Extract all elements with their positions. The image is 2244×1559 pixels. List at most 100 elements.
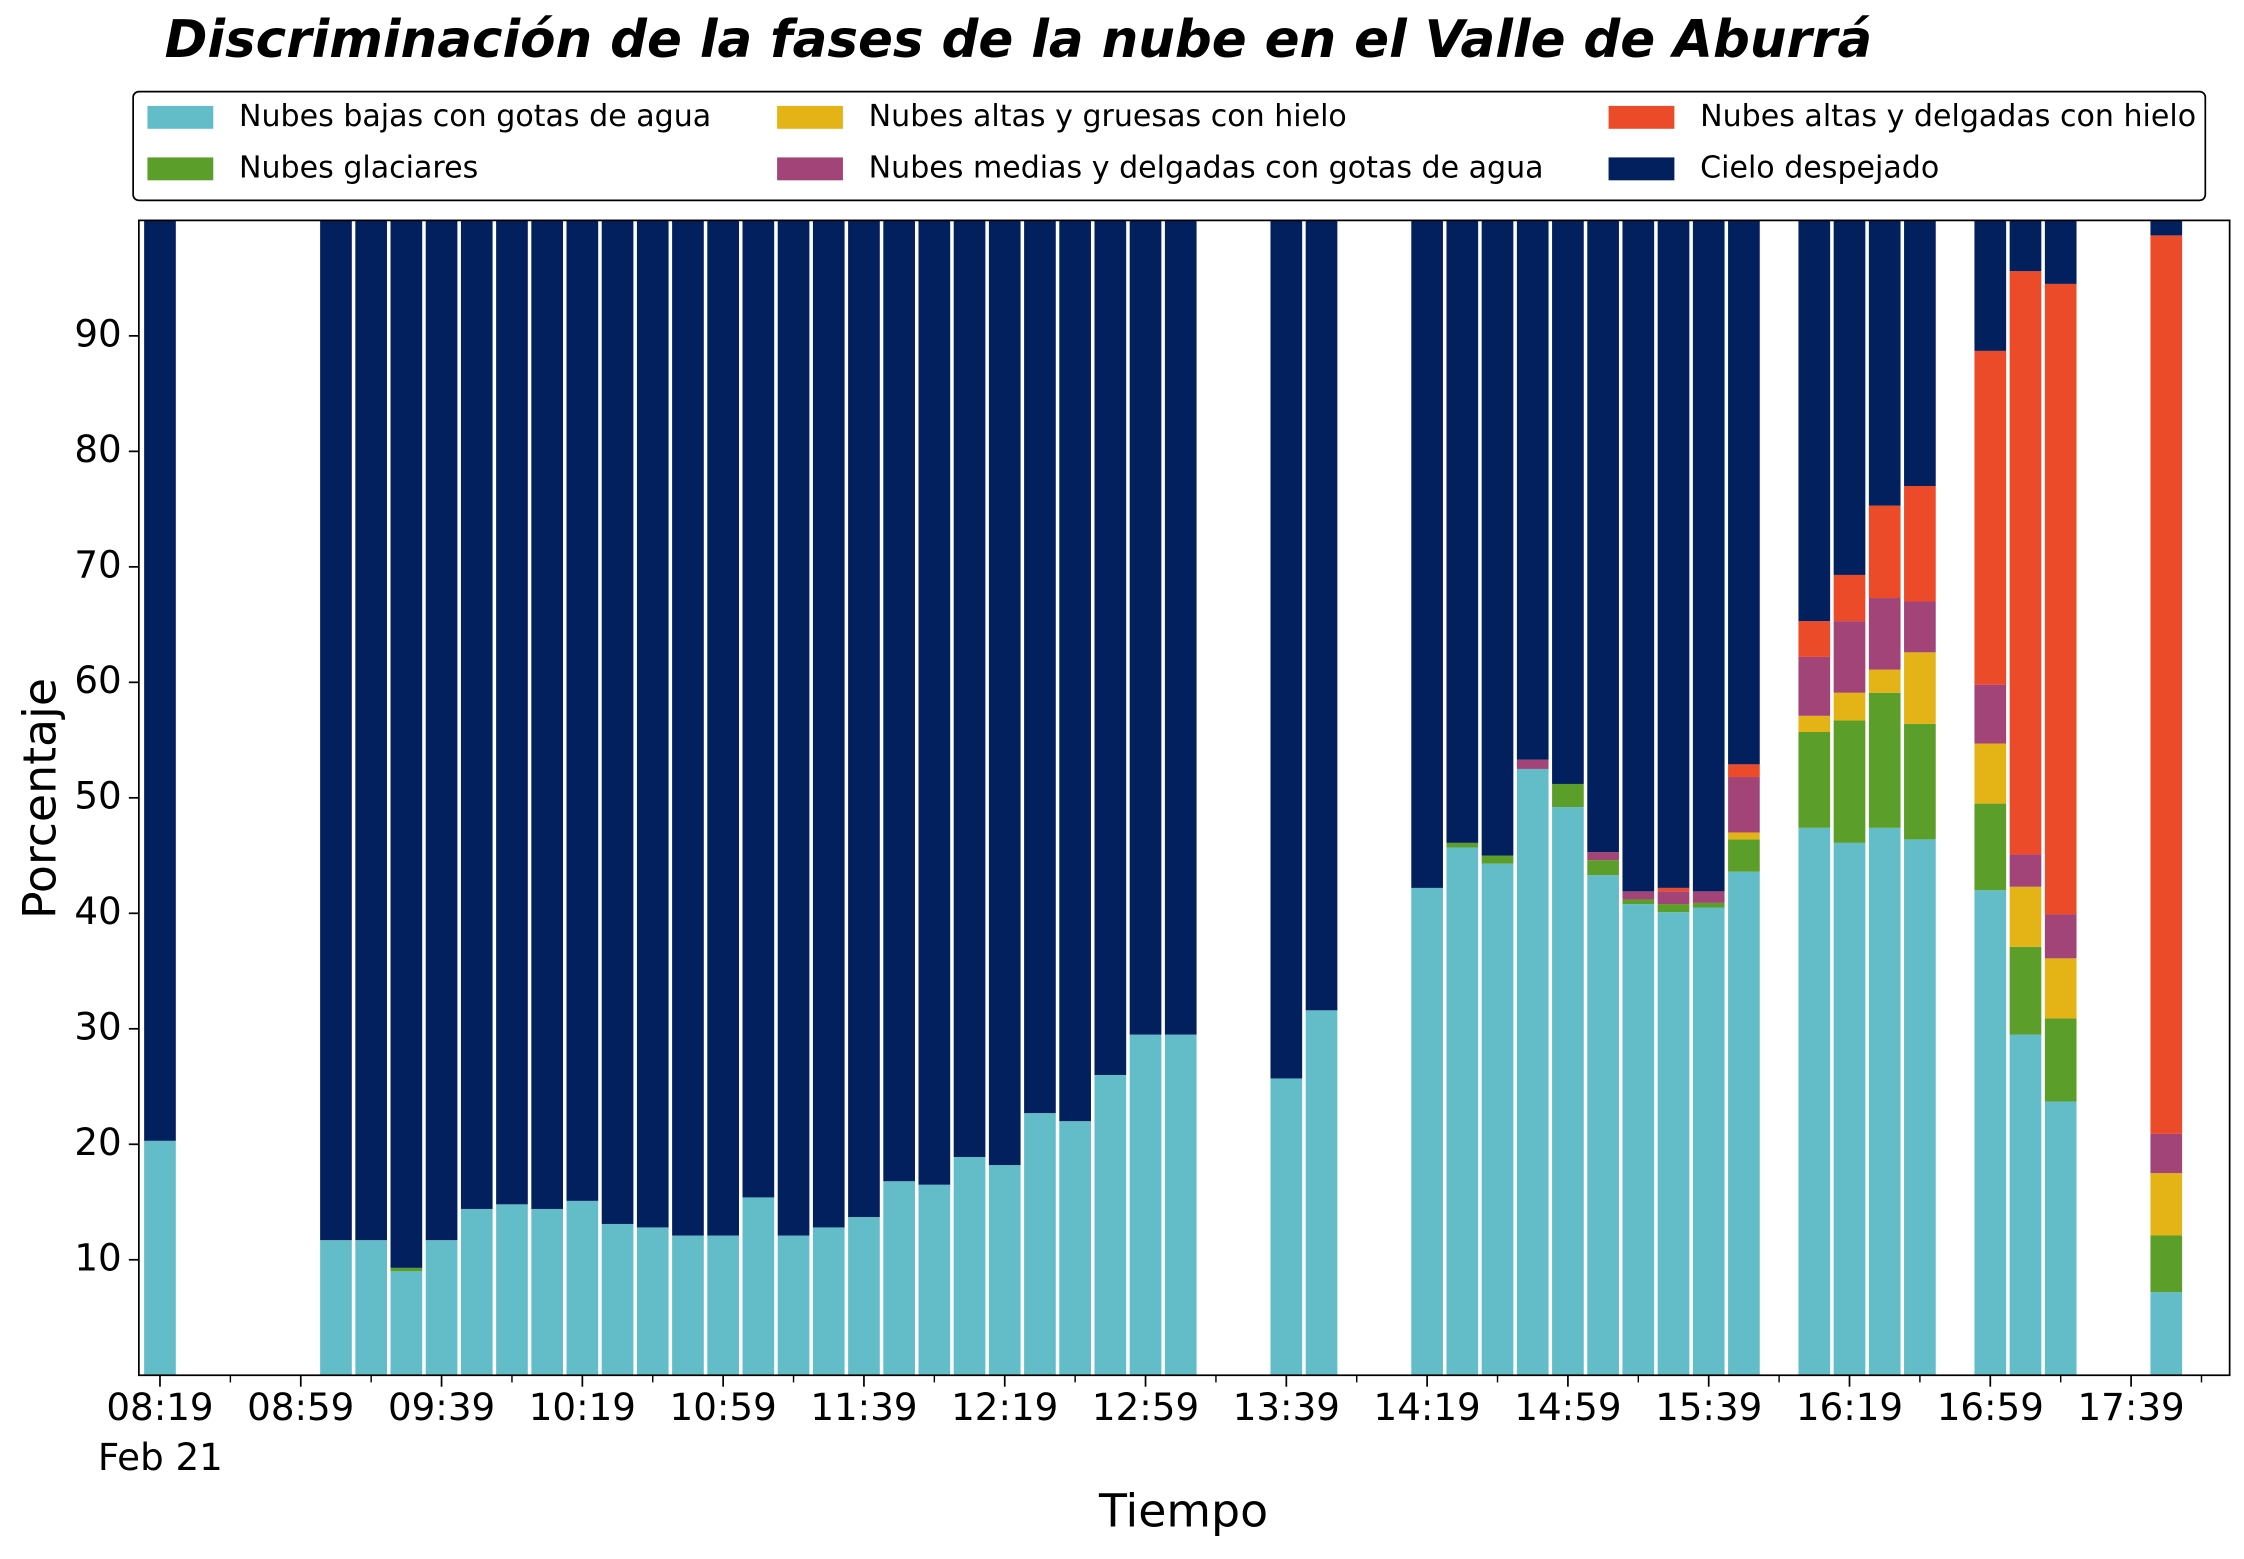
y-tick-label: 20: [74, 1120, 121, 1164]
bar-segment: [1728, 832, 1760, 840]
bar-segment: [918, 1184, 951, 1376]
bar-segment: [496, 1204, 528, 1376]
bar-segment: [566, 220, 599, 1201]
y-tick-label: 60: [74, 658, 121, 702]
bar-segment: [1129, 1034, 1162, 1376]
legend-box: [132, 90, 2207, 202]
bar-segment: [1305, 1010, 1338, 1376]
bar-segment: [883, 1181, 915, 1376]
x-tick-label: 17:39: [2078, 1385, 2185, 1429]
y-axis-label: Porcentaje: [12, 678, 66, 919]
bar-segment: [1657, 912, 1690, 1376]
bar-segment: [1798, 621, 1831, 657]
bar-segment: [1868, 692, 1901, 828]
x-tick-label: 08:59: [247, 1385, 354, 1429]
chart-title: Discriminación de la fases de la nube en…: [165, 10, 1872, 70]
bar-segment: [1728, 220, 1760, 765]
bar-segment: [1481, 220, 1514, 856]
bar-segment: [1904, 839, 1936, 1376]
bar-segment: [1798, 731, 1831, 828]
y-tick-label: 50: [74, 773, 121, 817]
bar-segment: [1164, 220, 1197, 1035]
bar-segment: [1728, 777, 1760, 833]
x-tick-label: 09:39: [388, 1385, 495, 1429]
bar-segment: [1622, 904, 1655, 1376]
bar-segment: [1411, 220, 1443, 888]
bar-segment: [1692, 902, 1725, 908]
bar-segment: [2044, 1101, 2077, 1376]
bar-segment: [531, 1208, 564, 1376]
bar-segment: [1552, 220, 1584, 784]
x-tick-label: 16:19: [1796, 1385, 1903, 1429]
bar-segment: [390, 220, 423, 1268]
bar-segment: [1587, 875, 1619, 1376]
legend-swatch: [147, 105, 214, 129]
bar-segment: [355, 1240, 388, 1376]
bar-segment: [425, 1240, 458, 1376]
bar-segment: [1798, 220, 1831, 622]
x-tick-label: 14:59: [1514, 1385, 1621, 1429]
legend-label: Nubes medias y delgadas con gotas de agu…: [869, 150, 1544, 185]
bar-segment: [460, 1208, 493, 1376]
bar-segment: [1692, 220, 1725, 892]
legend-label: Nubes altas y gruesas con hielo: [869, 99, 1347, 134]
bar-segment: [1728, 764, 1760, 778]
bar-segment: [1904, 486, 1936, 602]
bar-segment: [1868, 669, 1901, 693]
bar-segment: [1904, 220, 1936, 487]
bar-segment: [460, 220, 493, 1209]
x-tick-label: 14:19: [1374, 1385, 1481, 1429]
y-tick-label: 70: [74, 542, 121, 586]
bar-segment: [1657, 904, 1690, 913]
y-tick-label: 40: [74, 889, 121, 933]
bar-segment: [496, 220, 528, 1205]
bar-segment: [601, 1223, 634, 1376]
bar-segment: [1833, 621, 1866, 693]
bar-segment: [2009, 886, 2042, 947]
bar-segment: [1728, 871, 1760, 1376]
legend-label: Nubes glaciares: [239, 150, 478, 185]
legend-swatch: [147, 157, 214, 181]
bar-segment: [1728, 839, 1760, 872]
legend-swatch: [1608, 157, 1675, 181]
x-tick-label: 11:39: [810, 1385, 917, 1429]
bar-segment: [531, 220, 564, 1209]
bar-segment: [566, 1200, 599, 1376]
bar-segment: [2009, 1034, 2042, 1376]
bar-segment: [1516, 220, 1549, 760]
bar-segment: [1129, 220, 1162, 1035]
bar-segment: [1974, 890, 2007, 1376]
bar-segment: [1094, 220, 1127, 1075]
bar-segment: [742, 220, 775, 1198]
bar-segment: [1164, 1034, 1197, 1376]
bar-segment: [1904, 652, 1936, 724]
bar-segment: [601, 220, 634, 1224]
bar-segment: [953, 220, 986, 1157]
bar-segment: [1692, 907, 1725, 1376]
bar-segment: [848, 220, 880, 1218]
bar-segment: [1622, 220, 1655, 892]
bar-segment: [1446, 220, 1479, 843]
bar-segment: [777, 1235, 810, 1376]
bar-segment: [1904, 723, 1936, 840]
y-tick-label: 30: [74, 1004, 121, 1048]
bar-segment: [636, 220, 669, 1228]
bar-segment: [1974, 803, 2007, 891]
bar-segment: [883, 220, 915, 1182]
bar-segment: [636, 1227, 669, 1376]
bar-segment: [1587, 852, 1619, 861]
x-tick-label: 12:19: [951, 1385, 1058, 1429]
bar-segment: [144, 220, 176, 1141]
legend-label: Cielo despejado: [1700, 150, 1939, 185]
bar-segment: [1516, 768, 1549, 1376]
x-tick-label: 12:59: [1092, 1385, 1199, 1429]
bar-segment: [2009, 220, 2042, 272]
x-tick-label: 13:39: [1233, 1385, 1340, 1429]
bar-segment: [1833, 720, 1866, 843]
bar-segment: [2044, 220, 2077, 284]
bar-segment: [1692, 891, 1725, 903]
bar-segment: [1024, 220, 1056, 1114]
bar-segment: [2150, 1235, 2183, 1293]
bar-segment: [1622, 899, 1655, 905]
bar-segment: [812, 1227, 845, 1376]
